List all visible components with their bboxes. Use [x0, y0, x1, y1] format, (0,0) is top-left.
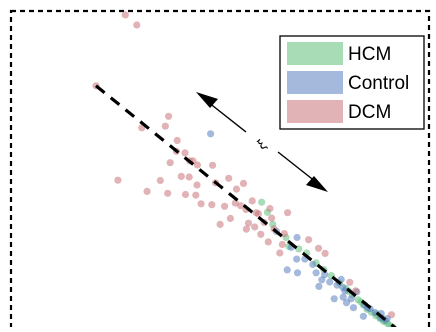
arrow-up-left-shaft	[207, 101, 247, 133]
point-dcm-12	[164, 189, 172, 197]
point-control-0	[207, 130, 215, 138]
legend: HCM Control DCM	[279, 35, 425, 130]
point-dcm-27	[237, 202, 245, 210]
point-dcm-42	[284, 209, 292, 217]
point-dcm-31	[226, 214, 234, 222]
point-dcm-47	[276, 249, 284, 257]
point-control-3	[293, 233, 301, 242]
point-dcm-10	[177, 172, 185, 180]
point-control-5	[283, 266, 291, 274]
point-dcm-36	[280, 230, 288, 238]
point-dcm-48	[305, 236, 313, 244]
point-dcm-30	[216, 220, 224, 228]
point-dcm-54	[185, 173, 193, 181]
point-dcm-28	[248, 197, 256, 205]
point-control-7	[312, 269, 320, 277]
point-control-27	[349, 304, 358, 312]
point-dcm-15	[193, 181, 201, 189]
point-dcm-32	[251, 223, 259, 231]
point-control-23	[339, 293, 347, 301]
point-dcm-16	[209, 161, 217, 169]
point-dcm-55	[166, 159, 174, 167]
legend-label-dcm: DCM	[348, 102, 391, 123]
point-control-26	[315, 282, 323, 290]
point-dcm-24	[221, 202, 229, 210]
point-control-20	[330, 295, 338, 303]
point-dcm-4	[161, 122, 169, 130]
point-dcm-18	[225, 174, 233, 182]
trend-line	[94, 84, 399, 331]
point-dcm-49	[314, 244, 323, 252]
point-dcm-21	[197, 200, 205, 208]
point-dcm-53	[387, 311, 396, 319]
arrow-down-right-icon	[306, 176, 328, 192]
arrow-up-left-icon	[196, 92, 218, 108]
axis-annotation: ξ	[254, 136, 269, 152]
plot-frame	[9, 9, 431, 332]
point-dcm-13	[114, 176, 122, 184]
legend-label-hcm: HCM	[348, 44, 391, 65]
point-dcm-41	[244, 219, 253, 227]
point-dcm-50	[321, 249, 329, 257]
legend-swatch-hcm	[287, 42, 343, 65]
point-dcm-33	[257, 230, 265, 238]
point-dcm-22	[192, 191, 200, 199]
point-dcm-44	[266, 204, 274, 213]
point-dcm-19	[232, 185, 241, 193]
point-dcm-34	[264, 238, 272, 246]
point-control-25	[321, 271, 329, 279]
point-dcm-43	[278, 240, 286, 249]
point-dcm-14	[143, 187, 151, 195]
point-dcm-45	[252, 209, 260, 217]
point-control-19	[309, 260, 317, 269]
point-control-21	[342, 299, 351, 307]
point-dcm-37	[181, 190, 190, 199]
point-dcm-23	[208, 201, 216, 209]
point-control-22	[359, 312, 367, 320]
point-control-6	[293, 269, 302, 277]
point-dcm-46	[268, 214, 276, 222]
point-dcm-1	[133, 21, 141, 29]
legend-label-control: Control	[348, 73, 409, 94]
point-dcm-20	[239, 179, 248, 187]
point-dcm-52	[346, 278, 354, 286]
point-dcm-5	[165, 112, 173, 120]
arrow-down-right-shaft	[277, 151, 317, 183]
legend-swatch-dcm	[287, 100, 343, 123]
point-dcm-7	[181, 149, 189, 157]
point-control-24	[293, 255, 301, 263]
point-dcm-56	[242, 225, 250, 233]
point-dcm-0	[121, 11, 129, 19]
legend-swatch-control	[287, 71, 343, 94]
point-dcm-40	[231, 199, 239, 207]
point-control-9	[326, 278, 334, 286]
direction-arrows: ξ	[196, 92, 328, 192]
point-hcm-0	[258, 198, 266, 206]
point-dcm-6	[173, 136, 181, 145]
point-dcm-11	[156, 176, 164, 185]
point-control-30	[339, 283, 347, 291]
point-dcm-9	[193, 161, 201, 169]
